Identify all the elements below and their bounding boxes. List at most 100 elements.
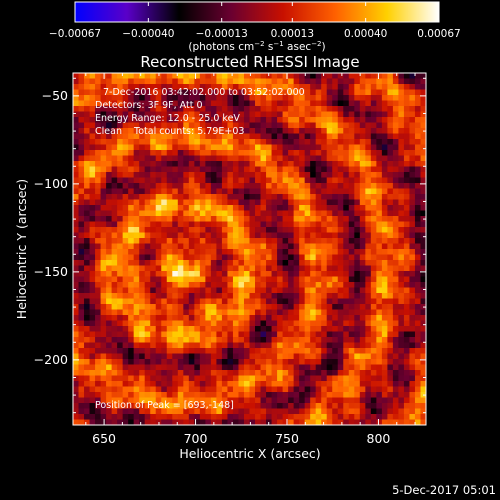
- heatmap-cell: [293, 254, 300, 261]
- heatmap-cell: [155, 287, 162, 294]
- heatmap-cell: [155, 194, 162, 200]
- heatmap-cell: [133, 84, 140, 90]
- heatmap-cell: [343, 172, 350, 178]
- heatmap-cell: [144, 199, 151, 206]
- heatmap-cell: [403, 419, 410, 425]
- heatmap-cell: [95, 381, 101, 387]
- heatmap-cell: [84, 117, 90, 123]
- heatmap-cell: [166, 122, 173, 129]
- heatmap-cell: [260, 282, 267, 288]
- heatmap-cell: [288, 293, 295, 299]
- heatmap-cell: [238, 309, 245, 316]
- heatmap-cell: [166, 221, 173, 228]
- heatmap-cell: [315, 95, 322, 101]
- heatmap-cell: [111, 370, 118, 376]
- heatmap-cell: [387, 100, 394, 107]
- heatmap-cell: [326, 183, 333, 189]
- heatmap-cell: [73, 408, 79, 415]
- heatmap-cell: [84, 397, 90, 404]
- heatmap-cell: [111, 364, 118, 371]
- heatmap-cell: [354, 370, 361, 376]
- heatmap-cell: [376, 414, 383, 420]
- heatmap-cell: [304, 315, 311, 321]
- heatmap-cell: [172, 304, 179, 310]
- heatmap-cell: [111, 309, 118, 316]
- heatmap-cell: [177, 194, 184, 200]
- heatmap-cell: [194, 309, 201, 316]
- heatmap-cell: [155, 111, 162, 118]
- heatmap-cell: [381, 397, 388, 404]
- heatmap-cell: [343, 188, 350, 195]
- heatmap-cell: [133, 128, 140, 134]
- heatmap-cell: [387, 122, 394, 129]
- heatmap-cell: [348, 359, 355, 365]
- heatmap-cell: [161, 392, 168, 398]
- heatmap-cell: [177, 238, 184, 244]
- heatmap-cell: [354, 276, 361, 283]
- heatmap-cell: [73, 194, 79, 200]
- heatmap-cell: [89, 419, 96, 425]
- heatmap-cell: [282, 194, 289, 200]
- heatmap-cell: [210, 260, 217, 266]
- heatmap-cell: [326, 364, 333, 371]
- heatmap-cell: [139, 117, 146, 123]
- heatmap-cell: [106, 150, 113, 156]
- heatmap-cell: [106, 298, 113, 305]
- heatmap-cell: [205, 326, 212, 332]
- heatmap-cell: [304, 199, 311, 206]
- heatmap-cell: [288, 161, 295, 167]
- heatmap-cell: [310, 254, 317, 261]
- colorbar-tick-label: 0.00067: [417, 28, 460, 40]
- heatmap-cell: [172, 73, 179, 79]
- heatmap-cell: [188, 95, 195, 101]
- heatmap-cell: [111, 348, 118, 354]
- heatmap-cell: [166, 298, 173, 305]
- heatmap-cell: [376, 183, 383, 189]
- heatmap-cell: [414, 271, 421, 277]
- heatmap-cell: [315, 348, 322, 354]
- heatmap-cell: [210, 403, 217, 409]
- heatmap-cell: [106, 254, 113, 261]
- heatmap-cell: [337, 337, 344, 343]
- heatmap-cell: [194, 128, 201, 134]
- heatmap-cell: [210, 342, 217, 349]
- heatmap-cell: [89, 100, 96, 107]
- heatmap-cell: [255, 199, 261, 206]
- heatmap-cell: [260, 194, 267, 200]
- heatmap-cell: [387, 249, 394, 255]
- heatmap-cell: [260, 155, 267, 162]
- heatmap-cell: [199, 249, 206, 255]
- heatmap-cell: [117, 216, 124, 222]
- heatmap-cell: [78, 419, 85, 425]
- heatmap-cell: [337, 139, 344, 145]
- heatmap-cell: [409, 128, 416, 134]
- heatmap-cell: [310, 78, 317, 85]
- heatmap-cell: [381, 381, 388, 387]
- heatmap-cell: [210, 386, 217, 393]
- heatmap-cell: [420, 78, 426, 85]
- heatmap-cell: [188, 397, 195, 404]
- heatmap-cell: [365, 172, 372, 178]
- heatmap-cell: [348, 337, 355, 343]
- heatmap-cell: [100, 359, 107, 365]
- heatmap-cell: [381, 260, 388, 266]
- heatmap-cell: [238, 370, 245, 376]
- heatmap-cell: [403, 122, 410, 129]
- heatmap-cell: [183, 414, 190, 420]
- heatmap-cell: [255, 89, 261, 96]
- heatmap-cell: [420, 348, 426, 354]
- heatmap-cell: [155, 199, 162, 206]
- heatmap-cell: [188, 381, 195, 387]
- heatmap-cell: [277, 221, 283, 228]
- heatmap-cell: [232, 381, 239, 387]
- heatmap-cell: [139, 293, 146, 299]
- heatmap-cell: [89, 210, 96, 217]
- heatmap-cell: [260, 221, 267, 228]
- heatmap-cell: [409, 315, 416, 321]
- heatmap-cell: [321, 106, 328, 112]
- heatmap-cell: [310, 342, 317, 349]
- heatmap-cell: [199, 155, 206, 162]
- heatmap-cell: [133, 89, 140, 96]
- heatmap-cell: [359, 227, 366, 233]
- heatmap-cell: [387, 403, 394, 409]
